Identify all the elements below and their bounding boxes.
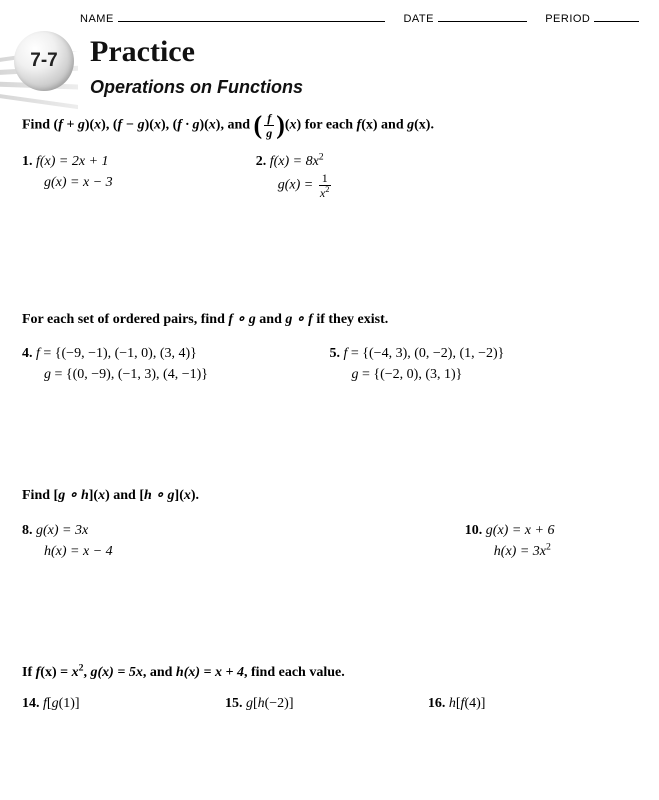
section2-problems: 4. f = {(−9, −1), (−1, 0), (3, 4)} g = {…: [22, 343, 637, 385]
lesson-badge: 7-7: [8, 25, 80, 97]
problem-1: 1. f(x) = 2x + 1 g(x) = x − 3: [22, 151, 256, 199]
problem-10: 10. g(x) = x + 6 h(x) = 3x2: [465, 520, 637, 562]
section3-instruction: Find [g ∘ h](x) and [h ∘ g](x).: [22, 485, 637, 507]
name-blank[interactable]: [118, 10, 386, 22]
page-title: Practice: [90, 31, 659, 69]
date-blank[interactable]: [438, 10, 527, 22]
section4-instruction: If f(x) = x2, g(x) = 5x, and h(x) = x + …: [22, 662, 637, 684]
section1-problems: 1. f(x) = 2x + 1 g(x) = x − 3 2. f(x) = …: [22, 151, 637, 199]
period-label: PERIOD: [545, 13, 590, 25]
section2-instruction: For each set of ordered pairs, find f ∘ …: [22, 309, 637, 331]
title-area: 7-7 Practice Operations on Functions: [0, 31, 659, 98]
problem-8: 8. g(x) = 3x h(x) = x − 4: [22, 520, 465, 562]
section4-problems: 14. f[g(1)] 15. g[h(−2)] 16. h[f(4)]: [22, 696, 637, 712]
worksheet-header: NAME DATE PERIOD: [0, 0, 659, 29]
content: Find (f + g)(x), (f − g)(x), (f · g)(x),…: [0, 112, 659, 712]
problem-15: 15. g[h(−2)]: [225, 696, 428, 712]
problem-5: 5. f = {(−4, 3), (0, −2), (1, −2)} g = {…: [330, 343, 638, 385]
name-label: NAME: [80, 13, 114, 25]
problem-4: 4. f = {(−9, −1), (−1, 0), (3, 4)} g = {…: [22, 343, 330, 385]
date-label: DATE: [403, 13, 434, 25]
section3-problems: 8. g(x) = 3x h(x) = x − 4 10. g(x) = x +…: [22, 520, 637, 562]
lesson-number: 7-7: [14, 31, 74, 91]
problem-16: 16. h[f(4)]: [428, 696, 631, 712]
problem-14: 14. f[g(1)]: [22, 696, 225, 712]
problem-2: 2. f(x) = 8x2 g(x) = 1x2: [256, 151, 637, 199]
period-blank[interactable]: [594, 10, 639, 22]
section1-instruction: Find (f + g)(x), (f − g)(x), (f · g)(x),…: [22, 112, 637, 139]
page-subtitle: Operations on Functions: [90, 77, 659, 98]
